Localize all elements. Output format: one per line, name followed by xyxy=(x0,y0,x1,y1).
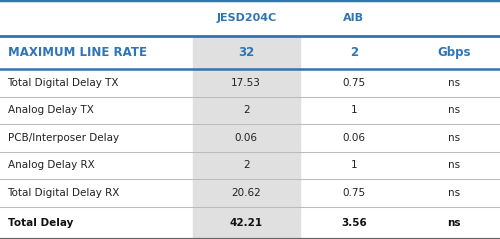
Text: JESD204C: JESD204C xyxy=(216,13,276,23)
Text: 2: 2 xyxy=(350,46,358,59)
Text: Analog Delay TX: Analog Delay TX xyxy=(8,105,94,115)
Text: 0.75: 0.75 xyxy=(342,188,365,198)
Text: 17.53: 17.53 xyxy=(232,78,261,88)
Text: 20.62: 20.62 xyxy=(232,188,261,198)
Text: 3.56: 3.56 xyxy=(341,218,366,228)
Text: 0.06: 0.06 xyxy=(235,133,258,143)
Text: ns: ns xyxy=(448,188,460,198)
Text: Gbps: Gbps xyxy=(437,46,470,59)
Text: 0.75: 0.75 xyxy=(342,78,365,88)
Text: AIB: AIB xyxy=(343,13,364,23)
Text: Total Digital Delay TX: Total Digital Delay TX xyxy=(8,78,119,88)
Text: 1: 1 xyxy=(350,105,357,115)
Text: ns: ns xyxy=(448,133,460,143)
Text: ns: ns xyxy=(448,105,460,115)
Text: 0.06: 0.06 xyxy=(342,133,365,143)
Text: PCB/Interposer Delay: PCB/Interposer Delay xyxy=(8,133,118,143)
Text: 42.21: 42.21 xyxy=(230,218,263,228)
Text: 2: 2 xyxy=(243,160,250,170)
Text: ns: ns xyxy=(448,160,460,170)
Text: Analog Delay RX: Analog Delay RX xyxy=(8,160,94,170)
Text: Total Digital Delay RX: Total Digital Delay RX xyxy=(8,188,120,198)
Text: 1: 1 xyxy=(350,160,357,170)
Text: Total Delay: Total Delay xyxy=(8,218,73,228)
Text: ns: ns xyxy=(447,218,460,228)
Bar xyxy=(192,36,300,239)
Text: 32: 32 xyxy=(238,46,254,59)
Text: MAXIMUM LINE RATE: MAXIMUM LINE RATE xyxy=(8,46,146,59)
Text: ns: ns xyxy=(448,78,460,88)
Text: 2: 2 xyxy=(243,105,250,115)
